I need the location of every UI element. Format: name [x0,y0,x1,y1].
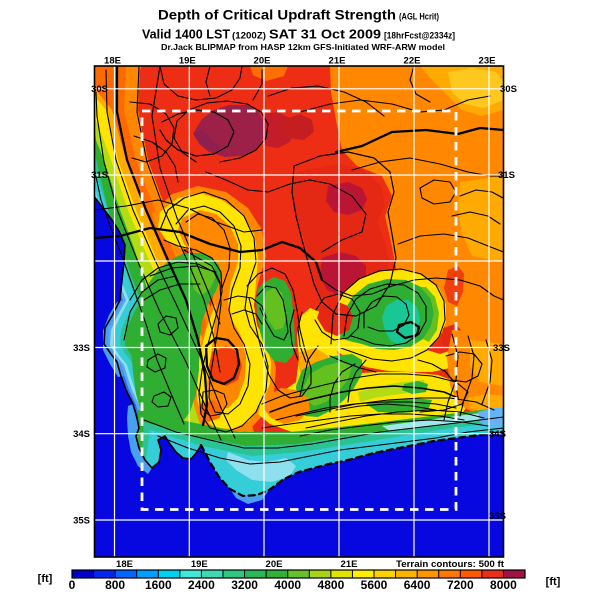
svg-text:30S: 30S [91,84,108,95]
svg-text:[ft]: [ft] [546,576,561,588]
svg-text:23E: 23E [479,56,496,67]
svg-text:2400: 2400 [188,578,215,592]
svg-text:0: 0 [69,578,76,592]
svg-text:7200: 7200 [447,578,474,592]
svg-text:31S: 31S [91,170,108,181]
svg-text:1600: 1600 [145,578,172,592]
svg-text:6400: 6400 [404,578,431,592]
svg-text:Terrain contours: 500 ft: Terrain contours: 500 ft [396,559,504,569]
svg-text:5600: 5600 [361,578,388,592]
svg-text:19E: 19E [191,559,208,570]
svg-text:35S: 35S [489,511,506,522]
svg-text:[ft]: [ft] [38,573,53,585]
svg-text:4000: 4000 [274,578,301,592]
svg-text:35S: 35S [73,516,90,527]
svg-text:19E: 19E [179,56,196,67]
svg-text:22E: 22E [404,56,421,67]
svg-text:18E: 18E [116,559,133,570]
svg-text:Dr.Jack BLIPMAP from HASP 12km: Dr.Jack BLIPMAP from HASP 12km GFS-Initi… [161,43,445,52]
svg-text:Depth of Critical Updraft Stre: Depth of Critical Updraft Strength (AGL H… [158,7,439,23]
svg-text:Valid 1400 LST(1200Z)SAT 31 Oc: Valid 1400 LST (1200Z) SAT 31 Oct 2009 [18h… [142,27,455,42]
svg-text:18E: 18E [104,56,121,67]
svg-text:800: 800 [105,578,125,592]
svg-text:34S: 34S [73,429,90,440]
svg-text:33S: 33S [73,343,90,354]
svg-text:4800: 4800 [318,578,345,592]
svg-text:8000: 8000 [490,578,517,592]
svg-text:20E: 20E [254,56,271,67]
svg-text:21E: 21E [341,559,358,570]
svg-text:30S: 30S [500,84,517,95]
svg-text:31S: 31S [498,170,515,181]
svg-text:34S: 34S [489,429,506,440]
svg-text:21E: 21E [329,56,346,67]
svg-text:20E: 20E [266,559,283,570]
svg-text:33S: 33S [493,343,510,354]
svg-text:3200: 3200 [231,578,258,592]
